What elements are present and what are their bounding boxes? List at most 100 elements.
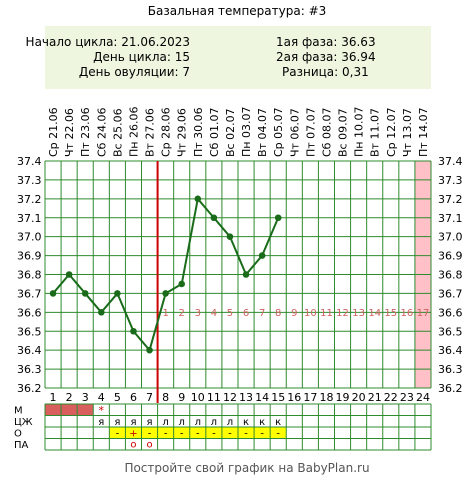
x-date-label: Чт 13.07	[401, 108, 414, 157]
post-ovulation-day-number: 2	[179, 308, 185, 319]
menstruation-mark: *	[99, 404, 105, 417]
y-tick-label-right: 37.3	[438, 174, 463, 187]
ovulation-test-mark: -	[276, 429, 280, 440]
x-date-label: Ср 21.06	[47, 107, 60, 157]
y-tick-label-right: 36.2	[438, 382, 463, 395]
temperature-point	[49, 290, 57, 297]
post-ovulation-day-number: 6	[243, 308, 249, 319]
y-tick-label-left: 36.6	[17, 306, 42, 319]
ovulation-test-cell	[109, 427, 126, 439]
footer-link[interactable]: Постройте свой график на BabyPlan.ru	[124, 461, 369, 475]
cycle-day-label: 9	[178, 391, 185, 404]
y-tick-label-right: 37.0	[438, 231, 463, 244]
cycle-day-label: 20	[352, 391, 366, 404]
y-tick-label-left: 37.1	[17, 212, 42, 225]
menstruation-cell	[61, 404, 78, 416]
post-ovulation-day-number: 14	[368, 308, 381, 319]
x-date-label: Пт 07.07	[304, 107, 317, 157]
post-ovulation-day-number: 11	[320, 308, 333, 319]
ovulation-test-cell	[173, 427, 190, 439]
cycle-day-label: 13	[239, 391, 253, 404]
cervical-fluid-mark: л	[227, 417, 233, 428]
post-ovulation-day-number: 3	[195, 308, 201, 319]
menstruation-cell	[77, 404, 94, 416]
x-date-label: Сб 01.07	[208, 108, 221, 157]
temperature-point	[81, 290, 89, 297]
x-date-label: Вс 09.07	[337, 108, 350, 157]
ovulation-test-mark: -	[212, 429, 216, 440]
cycle-day-label: 18	[319, 391, 333, 404]
x-date-label: Вс 02.07	[224, 108, 237, 157]
x-date-label: Сб 08.07	[320, 108, 333, 157]
info-difference: Разница: 0,31	[282, 65, 369, 79]
temperature-point	[274, 214, 282, 222]
table-row-label: ЦЖ	[14, 417, 33, 428]
post-ovulation-day-number: 5	[227, 308, 233, 319]
temperature-point	[162, 290, 169, 297]
ovulation-test-cell	[254, 427, 271, 439]
post-ovulation-day-number: 13	[352, 308, 365, 319]
x-date-label: Чт 22.06	[63, 108, 76, 157]
ovulation-test-mark: -	[228, 429, 232, 440]
y-tick-label-left: 36.7	[17, 287, 42, 300]
temperature-point	[146, 346, 153, 354]
intercourse-mark: o	[146, 440, 152, 451]
x-date-label: Вт 11.07	[369, 108, 382, 157]
cycle-day-label: 17	[303, 391, 317, 404]
ovulation-test-mark: -	[164, 429, 168, 440]
y-tick-label-left: 37.3	[17, 174, 42, 187]
cervical-fluid-mark: л	[195, 417, 201, 428]
cervical-fluid-mark: л	[162, 417, 168, 428]
cervical-fluid-mark: я	[147, 417, 153, 428]
ovulation-test-mark: -	[196, 429, 200, 440]
temperature-point	[194, 195, 202, 203]
info-phase-1: 1ая фаза: 36.63	[276, 35, 376, 49]
ovulation-test-mark: -	[116, 429, 120, 440]
cervical-fluid-mark: л	[179, 417, 185, 428]
x-date-label: Ср 05.07	[272, 107, 285, 157]
x-date-label: Сб 24.06	[95, 108, 108, 157]
cervical-fluid-mark: я	[98, 417, 104, 428]
x-date-label: Пн 03.07	[240, 107, 253, 157]
x-date-label: Вс 25.06	[111, 108, 124, 157]
x-date-label: Вт 04.07	[256, 108, 269, 157]
y-tick-label-right: 36.6	[438, 306, 463, 319]
post-ovulation-day-number: 10	[304, 308, 317, 319]
temperature-point	[130, 327, 137, 335]
ovulation-test-mark: -	[260, 429, 264, 440]
cycle-day-label: 3	[82, 391, 89, 404]
cycle-day-label: 4	[98, 391, 105, 404]
cycle-day-label: 1	[50, 391, 57, 404]
post-ovulation-day-number: 4	[211, 308, 217, 319]
cycle-day-label: 5	[114, 391, 121, 404]
y-tick-label-right: 37.2	[438, 193, 463, 206]
y-tick-label-right: 36.3	[438, 363, 463, 376]
temperature-point	[226, 233, 234, 240]
temperature-point	[258, 252, 266, 259]
x-date-label: Пн 10.07	[353, 107, 366, 157]
ovulation-test-mark: -	[244, 429, 248, 440]
temperature-point	[65, 271, 73, 278]
post-ovulation-day-number: 1	[162, 308, 168, 319]
temperature-point	[114, 290, 121, 297]
info-ovulation-day: День овуляции: 7	[79, 65, 190, 79]
ovulation-test-cell	[205, 427, 222, 439]
menstruation-cell	[45, 404, 62, 416]
y-tick-label-left: 36.8	[17, 269, 42, 282]
ovulation-test-cell	[141, 427, 158, 439]
info-phase-2: 2ая фаза: 36.94	[276, 50, 376, 64]
cycle-day-label: 6	[130, 391, 137, 404]
chart-title: Базальная температура: #3	[148, 4, 327, 18]
cervical-fluid-mark: л	[211, 417, 217, 428]
info-panel	[45, 26, 431, 89]
x-date-label: Ср 12.07	[385, 107, 398, 157]
plot-area: 37.4 37.4 37.3 37.3 37.2 37.2 37.1 37.1 37.0 37.0…	[17, 107, 463, 404]
ovulation-test-cell	[238, 427, 255, 439]
y-tick-label-left: 36.9	[17, 250, 42, 263]
y-tick-label-left: 36.4	[17, 344, 42, 357]
post-ovulation-day-number: 9	[291, 308, 297, 319]
y-tick-label-right: 36.9	[438, 250, 463, 263]
y-tick-label-left: 36.5	[17, 325, 42, 338]
